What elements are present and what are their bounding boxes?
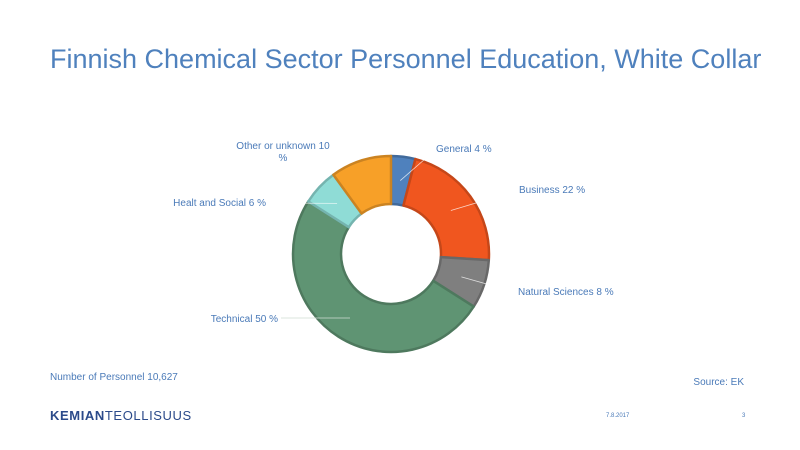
logo-part1: KEMIAN — [50, 408, 105, 423]
source-note: Source: EK — [693, 377, 744, 388]
kemianteollisuus-logo: KEMIANTEOLLISUUS — [50, 408, 192, 423]
slide-title: Finnish Chemical Sector Personnel Educat… — [50, 44, 762, 74]
slide-date: 7.8.2017 — [606, 413, 630, 419]
slice-business — [402, 157, 491, 262]
page-number: 3 — [742, 413, 746, 419]
leader-line — [450, 190, 517, 211]
data-label: Healt and Social 6 % — [173, 198, 266, 209]
slice-technical — [291, 200, 475, 354]
data-label: General 4 % — [436, 144, 492, 155]
data-label: Natural Sciences 8 % — [518, 287, 614, 298]
leader-line — [461, 276, 516, 293]
leader-line — [400, 151, 434, 181]
data-label: Technical 50 % — [211, 314, 278, 325]
data-label: Business 22 % — [519, 185, 585, 196]
data-label: Other or unknown 10% — [236, 141, 330, 164]
logo-part2: TEOLLISUUS — [104, 408, 192, 423]
personnel-count-note: Number of Personnel 10,627 — [50, 372, 178, 383]
slice-other-or-unknown — [332, 154, 393, 215]
